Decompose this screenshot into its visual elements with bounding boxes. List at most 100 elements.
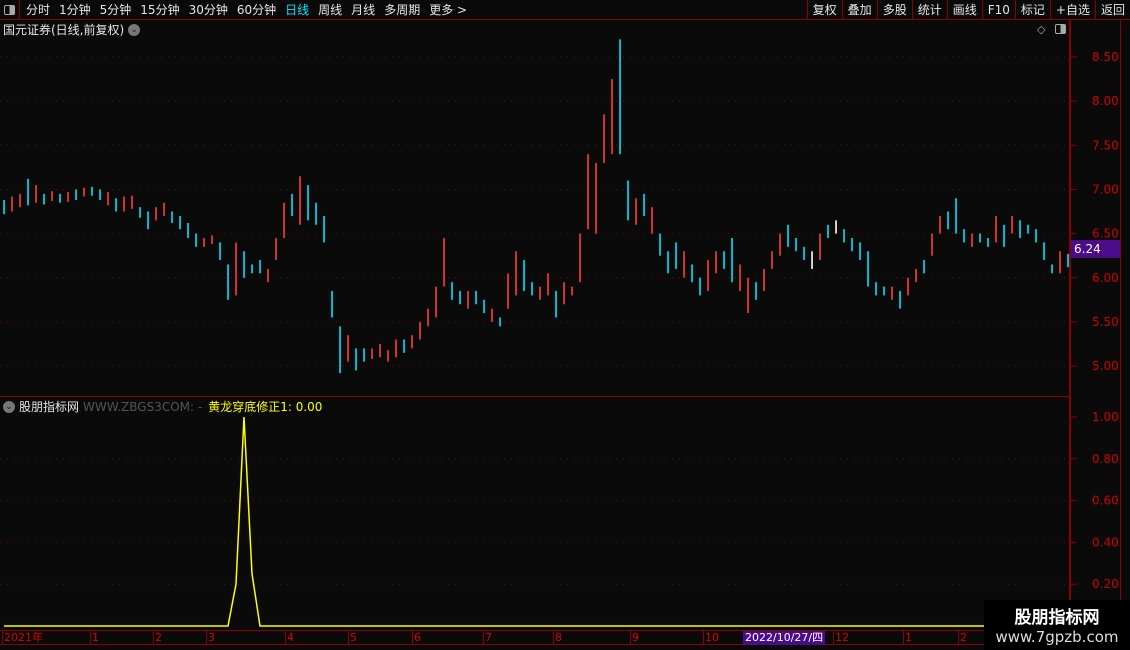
candle — [435, 286, 437, 318]
candle — [347, 335, 349, 362]
candle — [491, 308, 493, 322]
crosshair-date-label: 2022/10/27/四 — [743, 631, 826, 645]
indicator-value: 黄龙穿底修正1: 0.00 — [208, 400, 323, 414]
candle — [315, 202, 317, 225]
candle — [955, 198, 957, 234]
panel-divider — [0, 396, 1070, 397]
stock-title[interactable]: 国元证券(日线,前复权) ⌄ — [3, 21, 141, 38]
chevron-down-icon[interactable]: ⌄ — [128, 23, 141, 36]
candle — [971, 233, 973, 247]
candle — [923, 260, 925, 274]
candle — [651, 207, 653, 234]
candle — [411, 335, 413, 349]
candle — [883, 286, 885, 296]
candle — [603, 114, 605, 163]
candle — [331, 290, 333, 318]
candle — [555, 290, 557, 318]
toolbar-button[interactable]: +自选 — [1049, 0, 1095, 20]
candle — [563, 282, 565, 305]
period-tab[interactable]: 30分钟 — [188, 3, 228, 17]
panel-toggle-button[interactable] — [0, 0, 20, 20]
candle — [155, 207, 157, 221]
time-axis-label: 9 — [630, 631, 639, 645]
candle — [795, 238, 797, 252]
candle — [867, 251, 869, 287]
period-tab[interactable]: 更多 > — [429, 3, 468, 17]
chevron-down-icon[interactable]: ⌄ — [3, 400, 15, 413]
time-axis-label: 2 — [153, 631, 162, 645]
candle — [339, 326, 341, 374]
y-axis-label: 6.50 — [1092, 227, 1119, 241]
candle — [635, 198, 637, 225]
toolbar-button[interactable]: 叠加 — [841, 0, 877, 20]
candle — [123, 196, 125, 212]
candle — [163, 202, 165, 216]
candle — [115, 198, 117, 212]
watermark: 股朋指标网 www.7gpzb.com — [984, 600, 1130, 650]
panel-icon[interactable] — [1055, 24, 1066, 34]
candle — [179, 215, 181, 230]
toolbar-button[interactable]: 返回 — [1094, 0, 1130, 20]
period-tab[interactable]: 多周期 — [384, 3, 421, 17]
candle — [891, 286, 893, 300]
candle — [195, 233, 197, 247]
candle — [907, 277, 909, 296]
candle — [283, 202, 285, 239]
candle — [747, 277, 749, 314]
time-axis-label: 7 — [483, 631, 492, 645]
period-tab[interactable]: 分时 — [26, 3, 51, 17]
time-axis-label: 1 — [90, 631, 99, 645]
period-tab[interactable]: 月线 — [351, 3, 376, 17]
y-axis-label: 5.00 — [1092, 359, 1119, 373]
candle — [707, 260, 709, 291]
candle — [443, 238, 445, 287]
candle — [147, 211, 149, 230]
time-axis-label: 2 — [958, 631, 967, 645]
side-panel-edge[interactable] — [1120, 20, 1130, 630]
period-tab[interactable]: 周线 — [318, 3, 343, 17]
period-tab[interactable]: 15分钟 — [140, 3, 180, 17]
candle — [483, 299, 485, 314]
period-tab[interactable]: 1分钟 — [59, 3, 91, 17]
candle — [659, 233, 661, 256]
time-axis-label: 2021年 — [2, 631, 43, 645]
candle — [523, 260, 525, 291]
period-tab[interactable]: 5分钟 — [99, 3, 132, 17]
candle — [843, 229, 845, 243]
watermark-url: www.7gpzb.com — [995, 628, 1119, 646]
candle — [819, 233, 821, 261]
candle — [59, 193, 61, 203]
candle — [1051, 264, 1053, 274]
period-tab[interactable]: 日线 — [285, 3, 310, 17]
toolbar-button[interactable]: 统计 — [911, 0, 947, 20]
toolbar-button[interactable]: 复权 — [806, 0, 842, 20]
candle — [363, 348, 365, 362]
candle — [99, 189, 101, 201]
y-axis-label: 8.00 — [1092, 94, 1119, 108]
candle — [691, 264, 693, 283]
candle — [899, 290, 901, 309]
toolbar-button[interactable]: 画线 — [946, 0, 982, 20]
candle — [259, 260, 261, 274]
candle — [379, 343, 381, 358]
indicator-line — [4, 416, 1068, 627]
candle — [1011, 215, 1013, 234]
toolbar-button[interactable]: 多股 — [876, 0, 912, 20]
indicator-header: ⌄ 股朋指标网 WWW.ZBGS3COM: - 黄龙穿底修正1: 0.00 — [3, 398, 322, 415]
candle — [355, 348, 357, 371]
toolbar-button[interactable]: F10 — [981, 0, 1015, 20]
period-tab[interactable]: 60分钟 — [236, 3, 277, 17]
diamond-icon[interactable]: ◇ — [1037, 23, 1046, 36]
candle — [395, 339, 397, 358]
candle — [451, 282, 453, 300]
candle — [67, 192, 69, 202]
candle — [515, 251, 517, 296]
candle — [267, 268, 269, 283]
candle — [595, 162, 597, 234]
candle — [91, 186, 93, 196]
candle — [1043, 242, 1045, 261]
candle — [275, 238, 277, 261]
toolbar-button[interactable]: 标记 — [1014, 0, 1050, 20]
y-axis-label: 5.50 — [1092, 315, 1119, 329]
